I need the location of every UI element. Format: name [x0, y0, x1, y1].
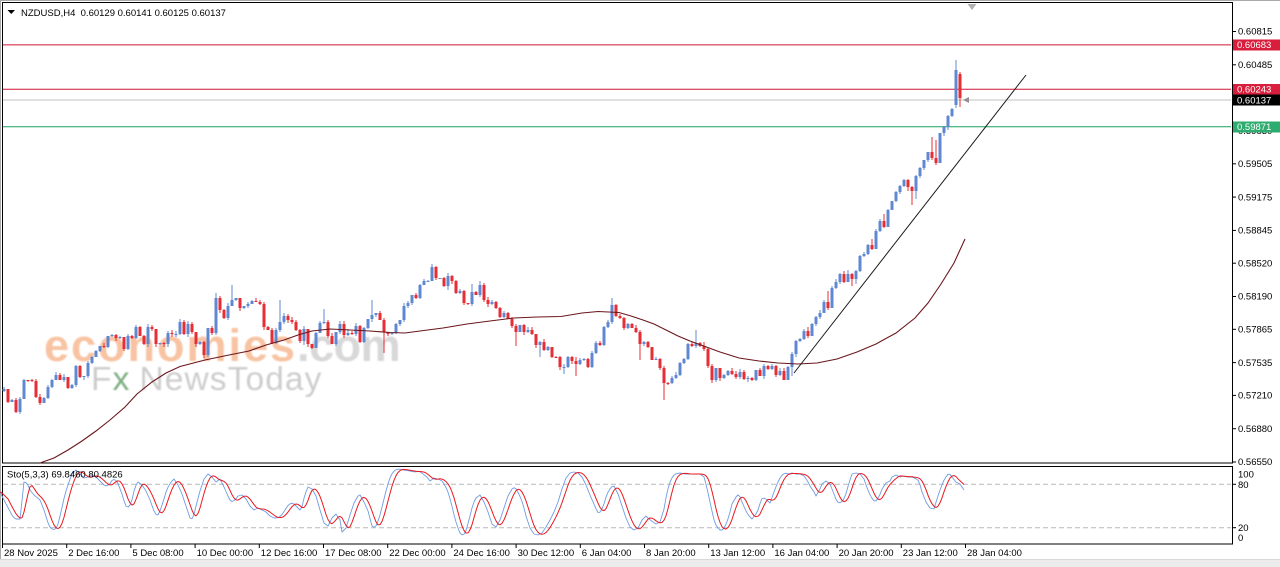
svg-text:22 Dec 00:00: 22 Dec 00:00	[389, 548, 446, 559]
svg-text:0.59505: 0.59505	[1238, 159, 1272, 170]
svg-text:NZDUSD,H4 0.60129 0.60141 0.6: NZDUSD,H4 0.60129 0.60141 0.60125 0.6013…	[21, 8, 226, 19]
svg-text:0.57210: 0.57210	[1238, 391, 1272, 402]
svg-text:0.59175: 0.59175	[1238, 192, 1272, 203]
svg-text:0.60815: 0.60815	[1238, 27, 1272, 38]
svg-text:20 Jan 20:00: 20 Jan 20:00	[839, 548, 894, 559]
svg-text:5 Dec 08:00: 5 Dec 08:00	[132, 548, 183, 559]
svg-text:0.59871: 0.59871	[1237, 122, 1271, 133]
svg-text:0.57865: 0.57865	[1238, 325, 1272, 336]
svg-text:24 Dec 16:00: 24 Dec 16:00	[453, 548, 510, 559]
svg-text:Sto(5,3,3) 69.8460 80.4826: Sto(5,3,3) 69.8460 80.4826	[7, 470, 123, 481]
svg-text:0.56880: 0.56880	[1238, 424, 1272, 435]
svg-text:100: 100	[1238, 470, 1254, 481]
svg-text:0.58845: 0.58845	[1238, 226, 1272, 237]
svg-text:80: 80	[1238, 480, 1249, 491]
svg-text:0.60485: 0.60485	[1238, 60, 1272, 71]
svg-text:0.58520: 0.58520	[1238, 258, 1272, 269]
svg-text:0: 0	[1238, 533, 1243, 544]
svg-text:8 Jan 20:00: 8 Jan 20:00	[646, 548, 696, 559]
svg-text:0.60137: 0.60137	[1237, 95, 1271, 106]
svg-text:2 Dec 16:00: 2 Dec 16:00	[68, 548, 119, 559]
svg-text:0.60683: 0.60683	[1237, 40, 1271, 51]
svg-text:6 Jan 04:00: 6 Jan 04:00	[582, 548, 632, 559]
svg-text:20: 20	[1238, 523, 1249, 534]
svg-text:12 Dec 16:00: 12 Dec 16:00	[261, 548, 318, 559]
svg-text:0.58190: 0.58190	[1238, 292, 1272, 303]
svg-text:28 Jan 04:00: 28 Jan 04:00	[967, 548, 1022, 559]
svg-text:30 Dec 12:00: 30 Dec 12:00	[518, 548, 575, 559]
svg-text:0.60243: 0.60243	[1237, 85, 1271, 96]
svg-text:28 Nov 2025: 28 Nov 2025	[4, 548, 58, 559]
svg-text:23 Jan 12:00: 23 Jan 12:00	[903, 548, 958, 559]
svg-text:13 Jan 12:00: 13 Jan 12:00	[710, 548, 765, 559]
svg-text:10 Dec 00:00: 10 Dec 00:00	[197, 548, 254, 559]
svg-text:0.56550: 0.56550	[1238, 457, 1272, 468]
svg-text:0.57535: 0.57535	[1238, 358, 1272, 369]
svg-text:16 Jan 04:00: 16 Jan 04:00	[774, 548, 829, 559]
svg-text:17 Dec 08:00: 17 Dec 08:00	[325, 548, 382, 559]
